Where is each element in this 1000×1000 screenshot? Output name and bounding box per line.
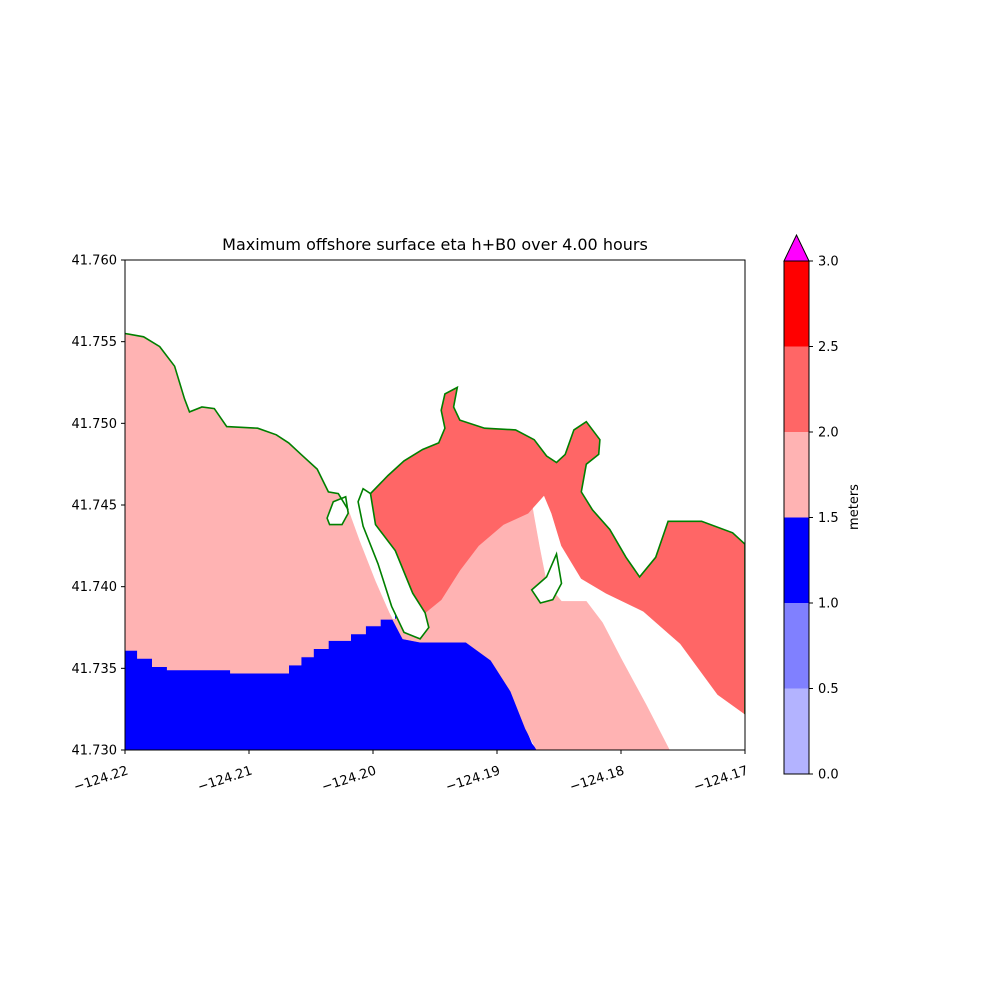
y-tick-label: 41.760: [72, 254, 118, 269]
chart-title: Maximum offshore surface eta h+B0 over 4…: [222, 235, 648, 254]
colorbar-tick-label: 2.0: [818, 426, 839, 441]
colorbar-tick-label: 0.5: [818, 682, 839, 697]
coastline-harbor: [369, 385, 745, 715]
land-coastal-rock: [326, 495, 350, 526]
colorbar: 0.0 0.5 1.0 1.5 2.0 2.5 3.0: [783, 233, 839, 783]
colorbar-segment: [784, 432, 809, 518]
colorbar-tick-label: 3.0: [818, 255, 839, 270]
coastline-layer: [125, 332, 745, 715]
y-tick-label: 41.755: [72, 335, 118, 350]
y-tick-label: 41.730: [72, 744, 118, 759]
y-tick-label: 41.745: [72, 499, 118, 514]
y-tick-label: 41.735: [72, 662, 118, 677]
land-jetty-island: [357, 487, 430, 640]
colorbar-segment: [784, 688, 809, 774]
colorbar-segment: [784, 603, 809, 689]
colorbar-extend-arrow: [783, 233, 810, 262]
colorbar-segment: [784, 517, 809, 603]
y-tick-label: 41.750: [72, 417, 118, 432]
coastline-west: [125, 332, 349, 511]
plot-area: [124, 259, 746, 751]
land-harbor-islet: [530, 551, 563, 604]
y-axis: 41.730 41.735 41.740 41.745 41.750 41.755 41.7…: [72, 254, 125, 759]
colorbar-segment: [784, 261, 809, 347]
colorbar-tick-label: 1.5: [818, 511, 839, 526]
colorbar-tick-label: 1.0: [818, 597, 839, 612]
colorbar-tick-label: 0.0: [818, 768, 839, 783]
colorbar-label: meters: [847, 484, 862, 530]
colorbar-segment: [784, 346, 809, 432]
y-tick-label: 41.740: [72, 580, 118, 595]
colorbar-tick-label: 2.5: [818, 340, 839, 355]
